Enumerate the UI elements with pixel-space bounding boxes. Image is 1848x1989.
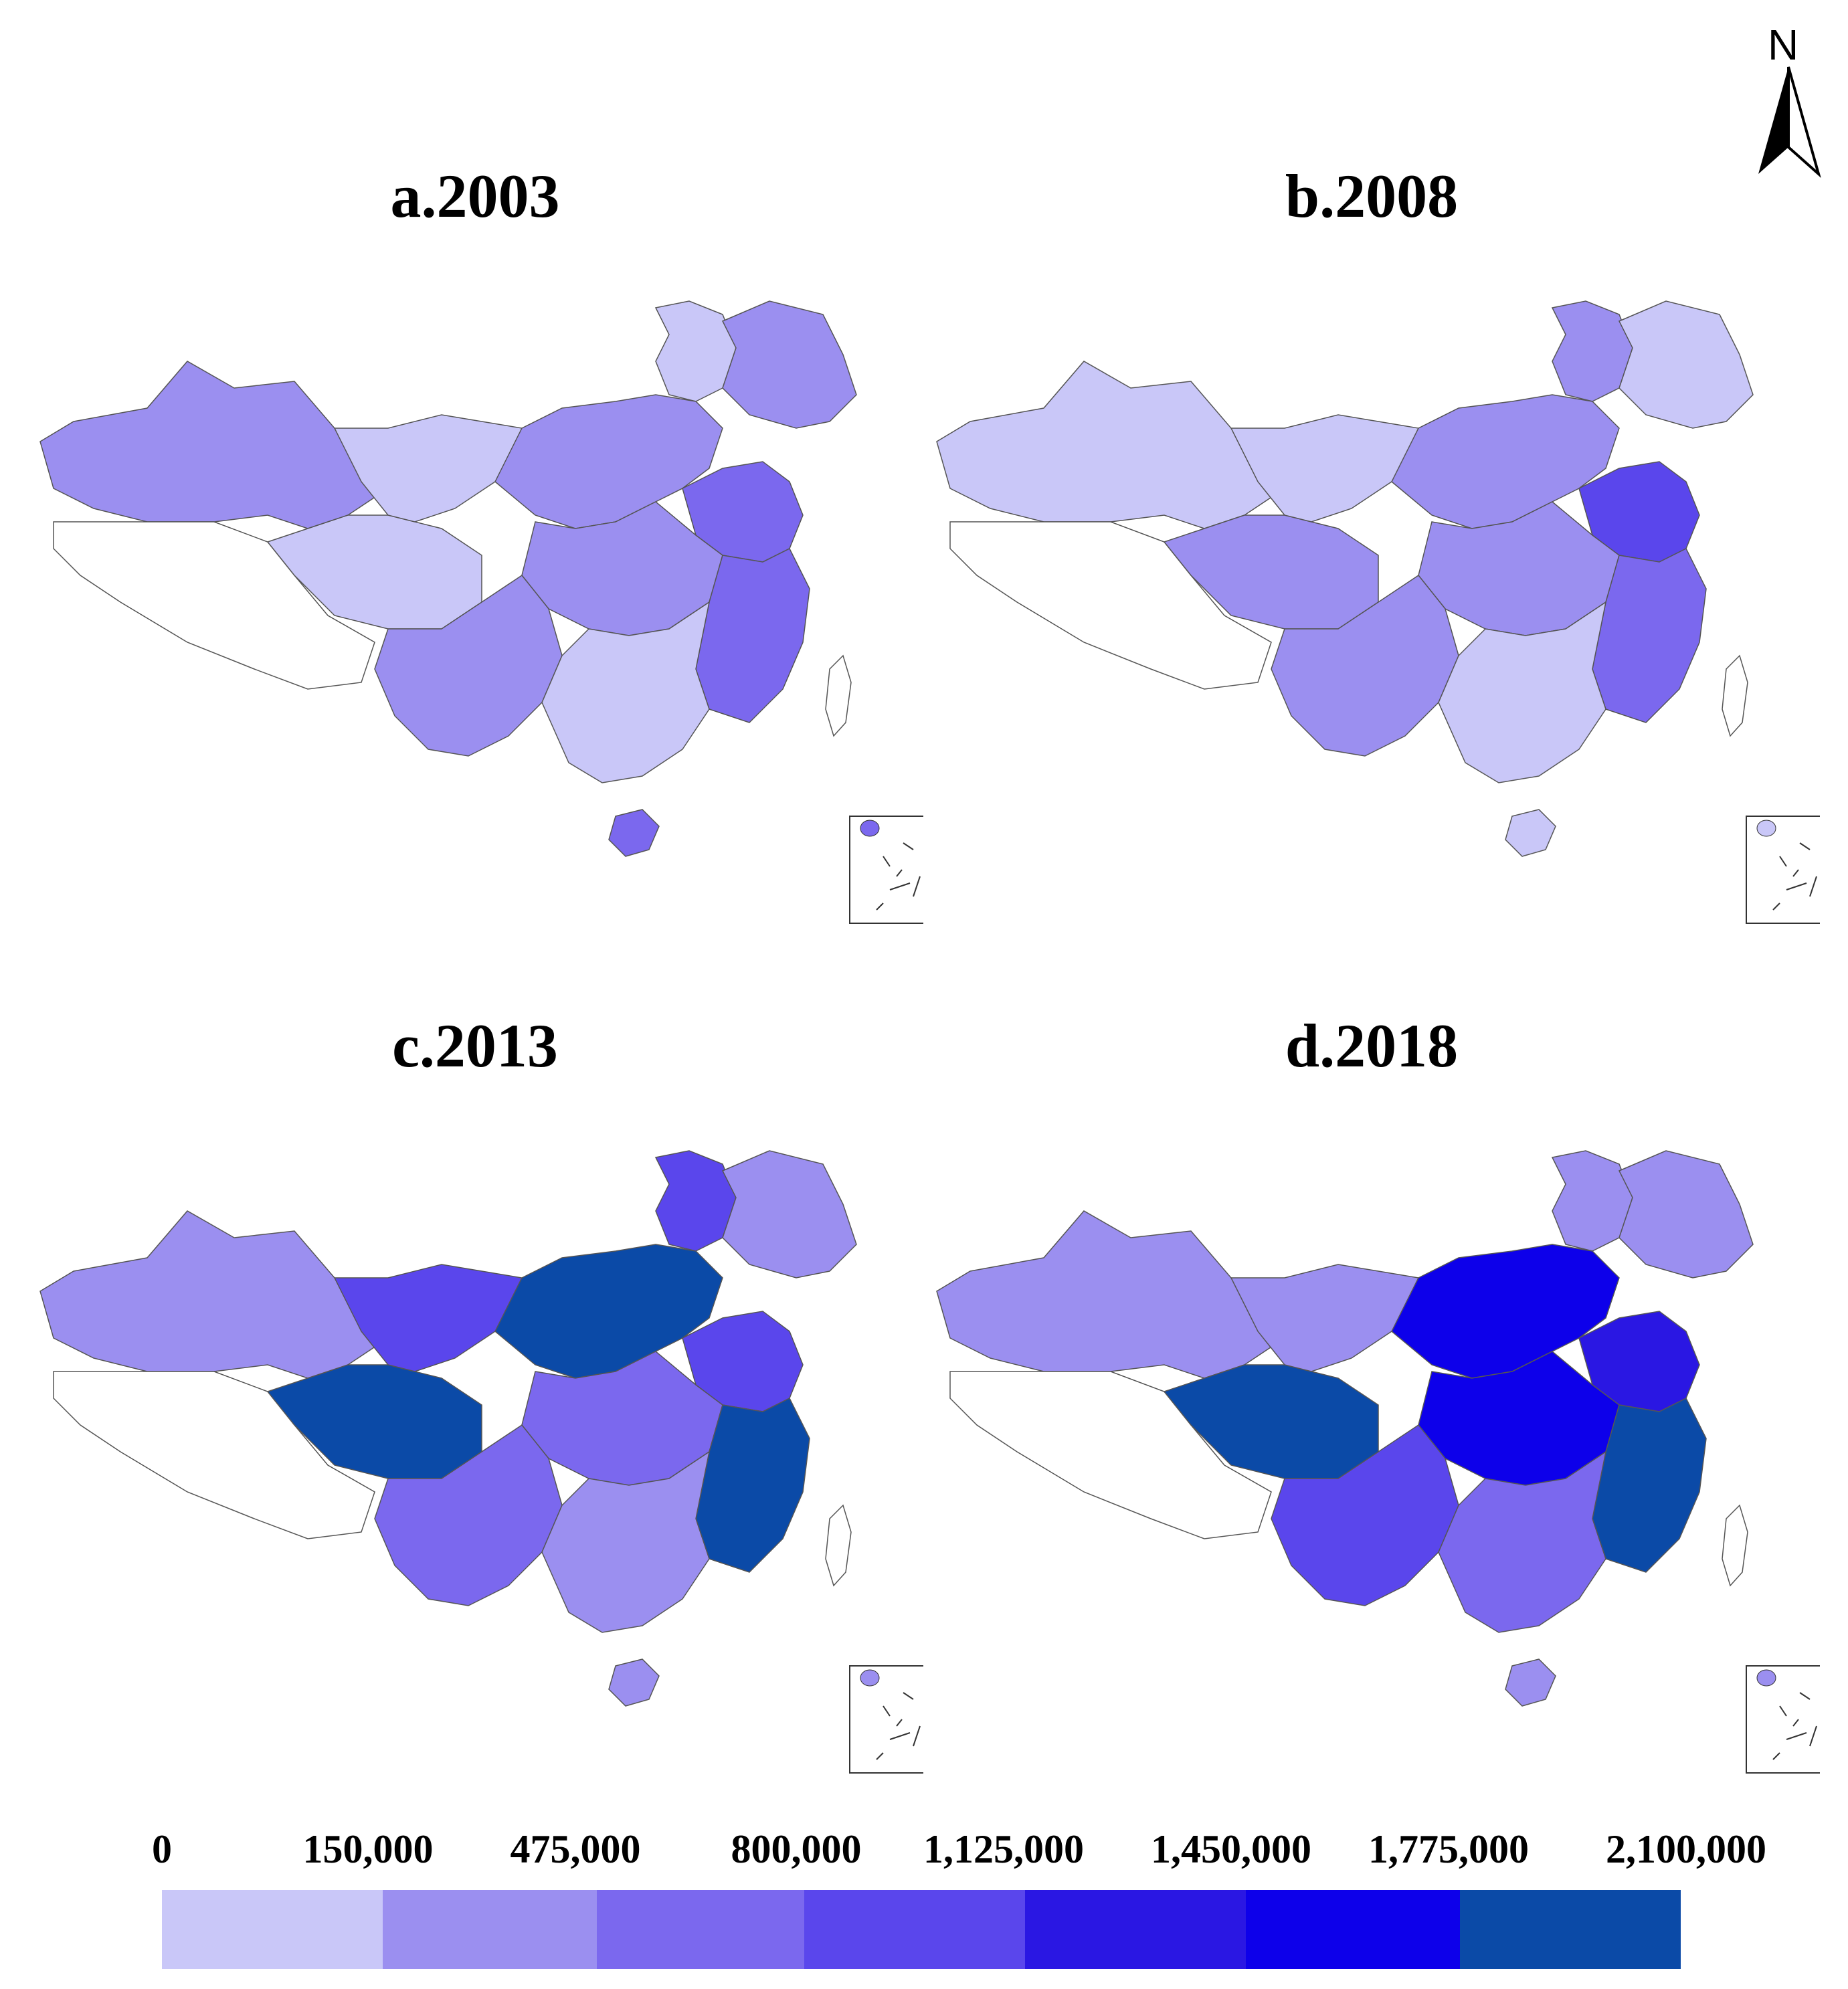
region-northeast-east <box>721 1150 857 1278</box>
china-map-a <box>39 300 923 924</box>
panel-title-d: d.2018 <box>1285 1012 1459 1080</box>
map-panel-b: b.2008 <box>910 147 1820 1004</box>
region-qinghai <box>1163 514 1379 630</box>
region-hainan <box>1505 1659 1556 1707</box>
china-map-c <box>39 1150 923 1774</box>
region-tibet <box>53 1371 375 1539</box>
legend-break-6: 1,775,000 <box>1368 1827 1529 1871</box>
legend-break-7: 2,100,000 <box>1606 1827 1766 1871</box>
region-hainan <box>1505 809 1556 857</box>
region-northeast-north <box>1551 300 1633 402</box>
legend-swatch-6 <box>1460 1890 1681 1969</box>
panel-title-a: a.2003 <box>390 162 560 230</box>
region-south <box>541 601 711 783</box>
map-panel-a: a.2003 <box>13 147 923 1004</box>
region-northeast-north <box>654 300 737 402</box>
legend-break-5: 1,450,000 <box>1151 1827 1311 1871</box>
region-south <box>541 1450 711 1633</box>
legend-swatch-3 <box>804 1890 1025 1969</box>
legend-swatch-0 <box>162 1890 383 1969</box>
region-northeast-north <box>1551 1150 1633 1252</box>
south-china-sea-inset <box>849 1665 923 1774</box>
region-north-china <box>494 394 723 529</box>
legend-labels: 0 150,000 475,000 800,000 1,125,000 1,45… <box>127 1826 1786 1880</box>
region-qinghai <box>266 1364 482 1479</box>
legend-break-1: 150,000 <box>302 1827 434 1871</box>
region-northeast-east <box>1618 300 1754 429</box>
south-china-sea-inset <box>849 816 923 924</box>
region-north-china <box>1391 1244 1620 1379</box>
legend-break-4: 1,125,000 <box>923 1827 1084 1871</box>
region-taiwan <box>825 654 852 737</box>
legend-swatch-5 <box>1246 1890 1460 1969</box>
region-tibet <box>53 521 375 690</box>
region-northeast-east <box>721 300 857 429</box>
region-south <box>1438 1450 1607 1633</box>
north-arrow-icon <box>1758 66 1821 179</box>
region-taiwan <box>1722 1504 1748 1587</box>
china-map-d <box>936 1150 1820 1774</box>
panel-title-b: b.2008 <box>1285 162 1459 230</box>
region-south <box>1438 601 1607 783</box>
region-taiwan <box>1722 654 1748 737</box>
panel-title-c: c.2013 <box>392 1012 558 1080</box>
region-tibet <box>949 1371 1272 1539</box>
region-tibet <box>949 521 1272 690</box>
map-panel-d: d.2018 <box>910 997 1820 1853</box>
legend-break-2: 475,000 <box>510 1827 641 1871</box>
region-qinghai <box>1163 1364 1379 1479</box>
legend-break-0: 0 <box>152 1827 172 1871</box>
region-hainan <box>608 809 660 857</box>
legend-break-3: 800,000 <box>731 1827 862 1871</box>
legend-swatch-1 <box>383 1890 597 1969</box>
map-panel-c: c.2013 <box>13 997 923 1853</box>
south-china-sea-inset <box>1746 816 1820 924</box>
region-northwest <box>936 1210 1286 1379</box>
region-northwest <box>39 361 389 529</box>
region-northwest <box>39 1210 389 1379</box>
region-northeast-east <box>1618 1150 1754 1278</box>
region-hainan <box>608 1659 660 1707</box>
region-northwest <box>936 361 1286 529</box>
region-taiwan <box>825 1504 852 1587</box>
south-china-sea-inset <box>1746 1665 1820 1774</box>
region-northeast-north <box>654 1150 737 1252</box>
legend: 0 150,000 475,000 800,000 1,125,000 1,45… <box>127 1826 1786 1974</box>
china-map-b <box>936 300 1820 924</box>
legend-swatch-4 <box>1025 1890 1246 1969</box>
region-north-china <box>1391 394 1620 529</box>
legend-color-bar <box>162 1890 1694 1969</box>
legend-swatch-2 <box>597 1890 804 1969</box>
north-label: N <box>1768 21 1799 69</box>
region-qinghai <box>266 514 482 630</box>
region-north-china <box>494 1244 723 1379</box>
